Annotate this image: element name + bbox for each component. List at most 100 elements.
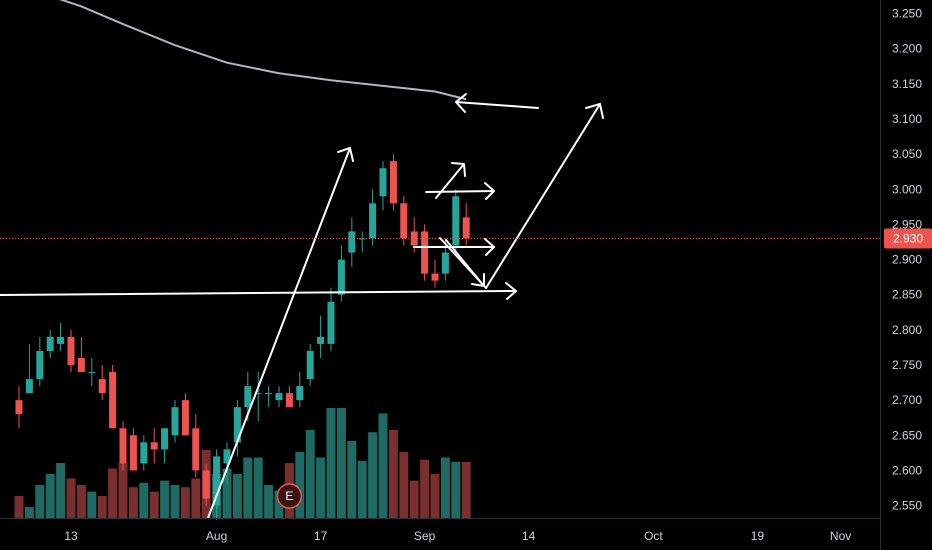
candle[interactable] — [379, 161, 387, 211]
candle[interactable] — [98, 365, 106, 401]
candle-body — [119, 428, 127, 464]
candle[interactable] — [275, 386, 283, 408]
candle-body — [306, 350, 314, 380]
candle[interactable] — [233, 400, 241, 457]
candle-body — [233, 407, 241, 443]
candle[interactable] — [88, 357, 96, 387]
volume-bar — [253, 457, 263, 518]
candle[interactable] — [462, 203, 470, 246]
volume-bar — [160, 480, 170, 518]
candle[interactable] — [327, 287, 335, 351]
candle[interactable] — [348, 217, 356, 267]
price-tick-label: 2.750 — [892, 358, 922, 372]
candle[interactable] — [161, 428, 169, 464]
volume-bar — [295, 452, 305, 518]
support-line[interactable] — [0, 290, 517, 296]
candle[interactable] — [129, 428, 137, 471]
candle[interactable] — [296, 372, 304, 408]
candle-body — [379, 168, 387, 197]
small-up-right-arrow[interactable] — [435, 162, 466, 199]
candle[interactable] — [150, 428, 158, 464]
earnings-marker[interactable] — [276, 483, 303, 509]
rebound-up-line[interactable] — [485, 103, 601, 289]
small-right-arrow-upper[interactable] — [425, 182, 495, 200]
volume-bar — [440, 457, 450, 518]
candle-body — [57, 336, 65, 344]
volume-bars — [14, 408, 471, 518]
candle[interactable] — [369, 189, 377, 246]
volume-bar — [56, 463, 66, 518]
last-price-badge-bg — [884, 228, 932, 249]
candle[interactable] — [431, 259, 439, 288]
last-price-badge: 2.930 — [884, 228, 932, 249]
candle-body — [77, 357, 85, 373]
price-tick-label: 2.950 — [892, 217, 922, 231]
candle[interactable] — [25, 343, 33, 394]
volume-bar — [149, 491, 159, 518]
candle[interactable] — [67, 329, 75, 373]
candle-body — [431, 273, 439, 281]
candle[interactable] — [441, 238, 449, 281]
candle-body — [46, 336, 54, 351]
candle[interactable] — [223, 442, 231, 485]
time-tick-label: Sep — [414, 529, 436, 543]
time-tick-label: Oct — [644, 529, 663, 543]
time-tick-label: 14 — [522, 529, 536, 543]
candle-body — [161, 428, 169, 450]
candle[interactable] — [452, 189, 460, 253]
candle[interactable] — [285, 386, 293, 408]
candle[interactable] — [36, 336, 44, 387]
candle-body — [140, 442, 148, 464]
candle[interactable] — [400, 196, 408, 246]
left-arrowhead[interactable] — [455, 93, 467, 113]
left-arrow-line[interactable] — [455, 101, 539, 109]
volume-bar — [35, 485, 45, 518]
candle[interactable] — [119, 421, 127, 471]
candle-body — [369, 203, 377, 239]
candle[interactable] — [57, 322, 65, 351]
candle[interactable] — [171, 400, 179, 443]
candle[interactable] — [109, 365, 117, 429]
candle[interactable] — [202, 463, 210, 506]
candle[interactable] — [46, 329, 54, 358]
candle-body — [348, 231, 356, 253]
candle[interactable] — [306, 343, 314, 387]
candle[interactable] — [317, 315, 325, 358]
candle[interactable] — [15, 386, 23, 429]
candle-body — [254, 393, 262, 395]
small-right-arrow-lower[interactable] — [413, 238, 495, 256]
small-down-right-arrow[interactable] — [445, 239, 485, 287]
uptrend-arrow-line[interactable] — [207, 147, 351, 519]
time-tick-label: Nov — [830, 529, 851, 543]
candle[interactable] — [389, 154, 397, 211]
candle[interactable] — [254, 372, 262, 422]
candle[interactable] — [77, 336, 85, 373]
candle[interactable] — [192, 414, 200, 478]
rebound-arrowhead[interactable] — [585, 103, 604, 119]
candle-body — [213, 456, 221, 506]
candle[interactable] — [265, 386, 273, 408]
volume-bar — [170, 485, 180, 518]
price-tick-label: 2.900 — [892, 253, 922, 267]
volume-bar — [14, 496, 24, 518]
volume-bar — [108, 468, 118, 518]
volume-bar — [243, 457, 253, 518]
support-arrowhead[interactable] — [505, 282, 517, 300]
candle-body — [223, 449, 231, 464]
volume-bar — [139, 482, 149, 518]
candle[interactable] — [213, 449, 221, 520]
volume-bar — [378, 413, 388, 518]
candle[interactable] — [421, 224, 429, 281]
volume-bar — [76, 485, 86, 518]
uptrend-arrowhead[interactable] — [337, 147, 354, 162]
candle[interactable] — [358, 231, 366, 253]
candle[interactable] — [181, 393, 189, 436]
candle[interactable] — [140, 435, 148, 471]
drawing-annotations — [0, 93, 604, 519]
moving-average-line[interactable] — [40, 0, 467, 101]
candle-body — [202, 470, 210, 499]
candle-body — [265, 393, 273, 395]
candle-body — [327, 301, 335, 344]
